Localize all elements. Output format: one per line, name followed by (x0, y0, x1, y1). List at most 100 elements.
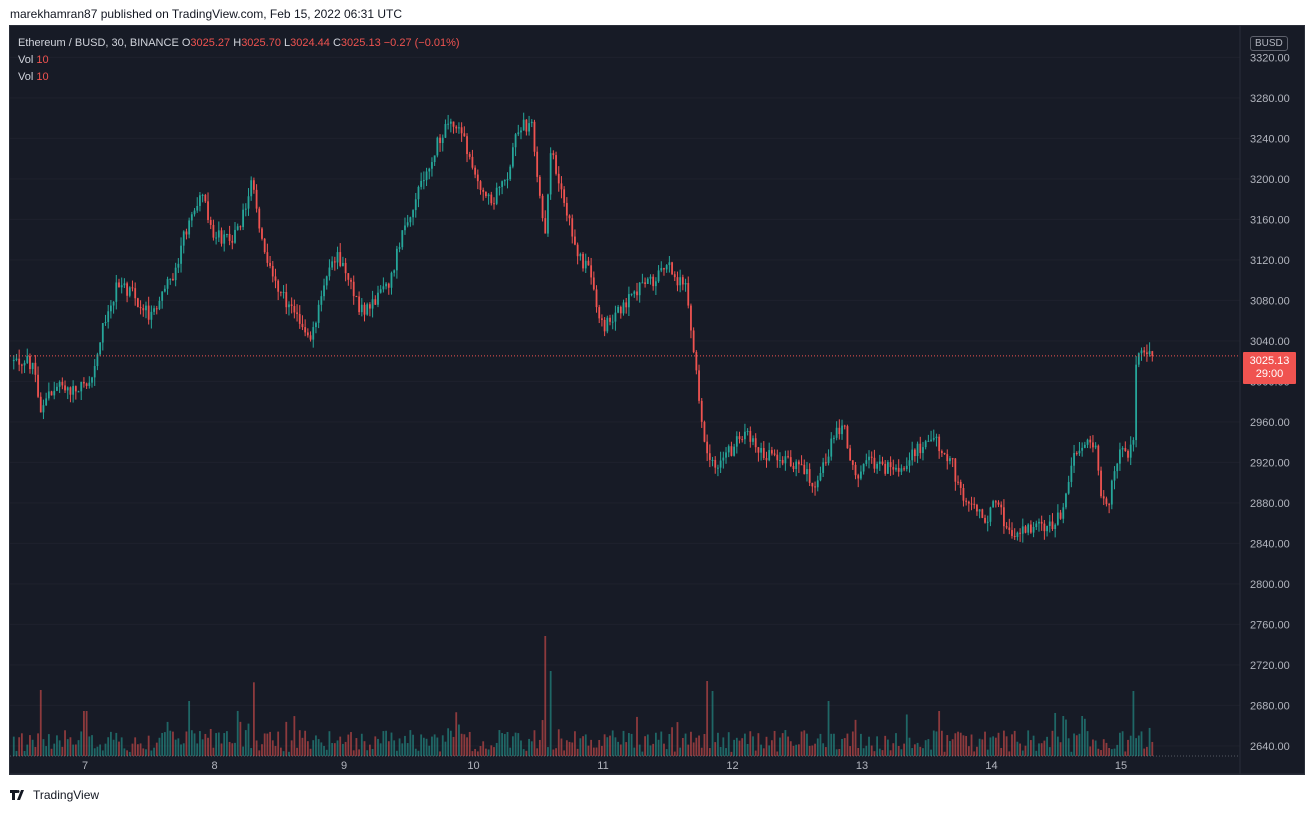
volume-bar (1121, 731, 1124, 756)
candle-body (414, 199, 417, 211)
volume-bar (792, 745, 795, 756)
currency-badge[interactable]: BUSD (1250, 36, 1288, 51)
volume-bar (722, 737, 725, 756)
volume-bar (342, 743, 344, 756)
volume-bar (15, 750, 18, 756)
volume-bar (1078, 733, 1081, 756)
candle-body (784, 456, 787, 464)
candle-body (436, 137, 439, 156)
volume-label: Vol (18, 71, 34, 83)
candlestick-chart[interactable]: 2640.00 2680.00 2720.00 2760.00 2800.00 2840.… (10, 26, 1304, 774)
candle-body (20, 364, 23, 366)
candle-body (371, 299, 374, 309)
volume-bar (207, 737, 209, 756)
footer-brand[interactable]: TradingView (10, 788, 99, 802)
candle-body (536, 151, 539, 177)
volume-bar (1024, 745, 1027, 756)
volume-bar (466, 737, 468, 756)
volume-bar (1059, 742, 1062, 756)
volume-legend-row-1[interactable]: Vol 10 (18, 52, 460, 69)
volume-bar (787, 736, 789, 756)
volume-bar (107, 737, 110, 756)
candle-body (360, 304, 363, 313)
volume-bar (490, 745, 493, 756)
volume-bar (317, 739, 320, 756)
candle-body (369, 304, 371, 309)
candle-body (393, 270, 396, 273)
candle-body (833, 437, 835, 439)
candle-body (927, 440, 930, 442)
ohlc-legend-row[interactable]: Ethereum / BUSD, 30, BINANCE O3025.27 H3… (18, 35, 460, 52)
candle-body (887, 462, 889, 474)
candle-body (468, 154, 471, 157)
volume-legend-row-2[interactable]: Vol 10 (18, 69, 460, 86)
volume-bar (56, 735, 58, 756)
volume-bar (479, 746, 482, 756)
candle-body (309, 335, 312, 340)
candle-body (946, 454, 949, 462)
volume-bar (150, 750, 153, 756)
volume-bar (957, 731, 959, 756)
volume-bar (843, 738, 846, 756)
volume-bar (806, 733, 808, 756)
volume-bar (768, 745, 771, 756)
volume-bar (120, 737, 123, 756)
volume-bar (698, 735, 700, 756)
volume-bar (463, 734, 466, 756)
volume-bar (684, 733, 687, 756)
candle-body (242, 209, 244, 227)
volume-bar (209, 728, 212, 756)
candle-body (142, 308, 145, 311)
candle-body (266, 252, 269, 263)
volume-bar (765, 736, 768, 756)
chart-panel[interactable]: 2640.00 2680.00 2720.00 2760.00 2800.00 2840.… (9, 25, 1305, 775)
volume-bar (744, 733, 746, 756)
volume-bar (433, 734, 436, 756)
candle-body (862, 463, 865, 472)
volume-bar (61, 746, 64, 756)
candle-body (336, 252, 339, 263)
volume-bar (1094, 740, 1097, 756)
candle-body (900, 468, 903, 472)
volume-bar (355, 738, 358, 756)
footer-brand-text: TradingView (33, 788, 100, 802)
volume-bar (468, 731, 471, 756)
candle-body (182, 231, 185, 246)
volume-bar (393, 740, 396, 756)
volume-bar (671, 727, 673, 756)
volume-bar (860, 733, 862, 756)
volume-bar (1065, 719, 1067, 756)
volume-bar (965, 735, 968, 756)
candle-body (1051, 521, 1054, 530)
y-tick-label: 2720.00 (1250, 660, 1290, 672)
volume-bar (1029, 740, 1032, 756)
candle-body (1059, 512, 1062, 519)
volume-bar (1054, 712, 1057, 756)
candle-body (884, 463, 887, 474)
volume-bar (363, 741, 366, 756)
candle-body (1081, 447, 1084, 451)
volume-bar (951, 739, 954, 756)
volume-bar (128, 751, 131, 756)
volume-bar (868, 736, 870, 756)
volume-bar (884, 735, 887, 756)
volume-bar (628, 733, 630, 756)
candle-body (827, 456, 830, 464)
volume-bar (854, 719, 857, 756)
candle-body (652, 276, 655, 287)
candle-body (433, 155, 436, 163)
candle-body (503, 180, 506, 182)
tradingview-logo-icon (10, 790, 24, 800)
candle-body (779, 460, 781, 462)
candle-body (255, 189, 258, 209)
candle-body (274, 276, 277, 281)
volume-bar (565, 740, 568, 756)
volume-bar (708, 748, 711, 756)
candle-body (530, 121, 533, 124)
x-tick-label: 15 (1115, 760, 1127, 772)
candle-body (967, 501, 970, 504)
symbol-label[interactable]: Ethereum / BUSD, 30, BINANCE (18, 37, 179, 49)
volume-bar (252, 682, 255, 756)
candle-body (903, 468, 905, 470)
candle-body (601, 318, 603, 320)
